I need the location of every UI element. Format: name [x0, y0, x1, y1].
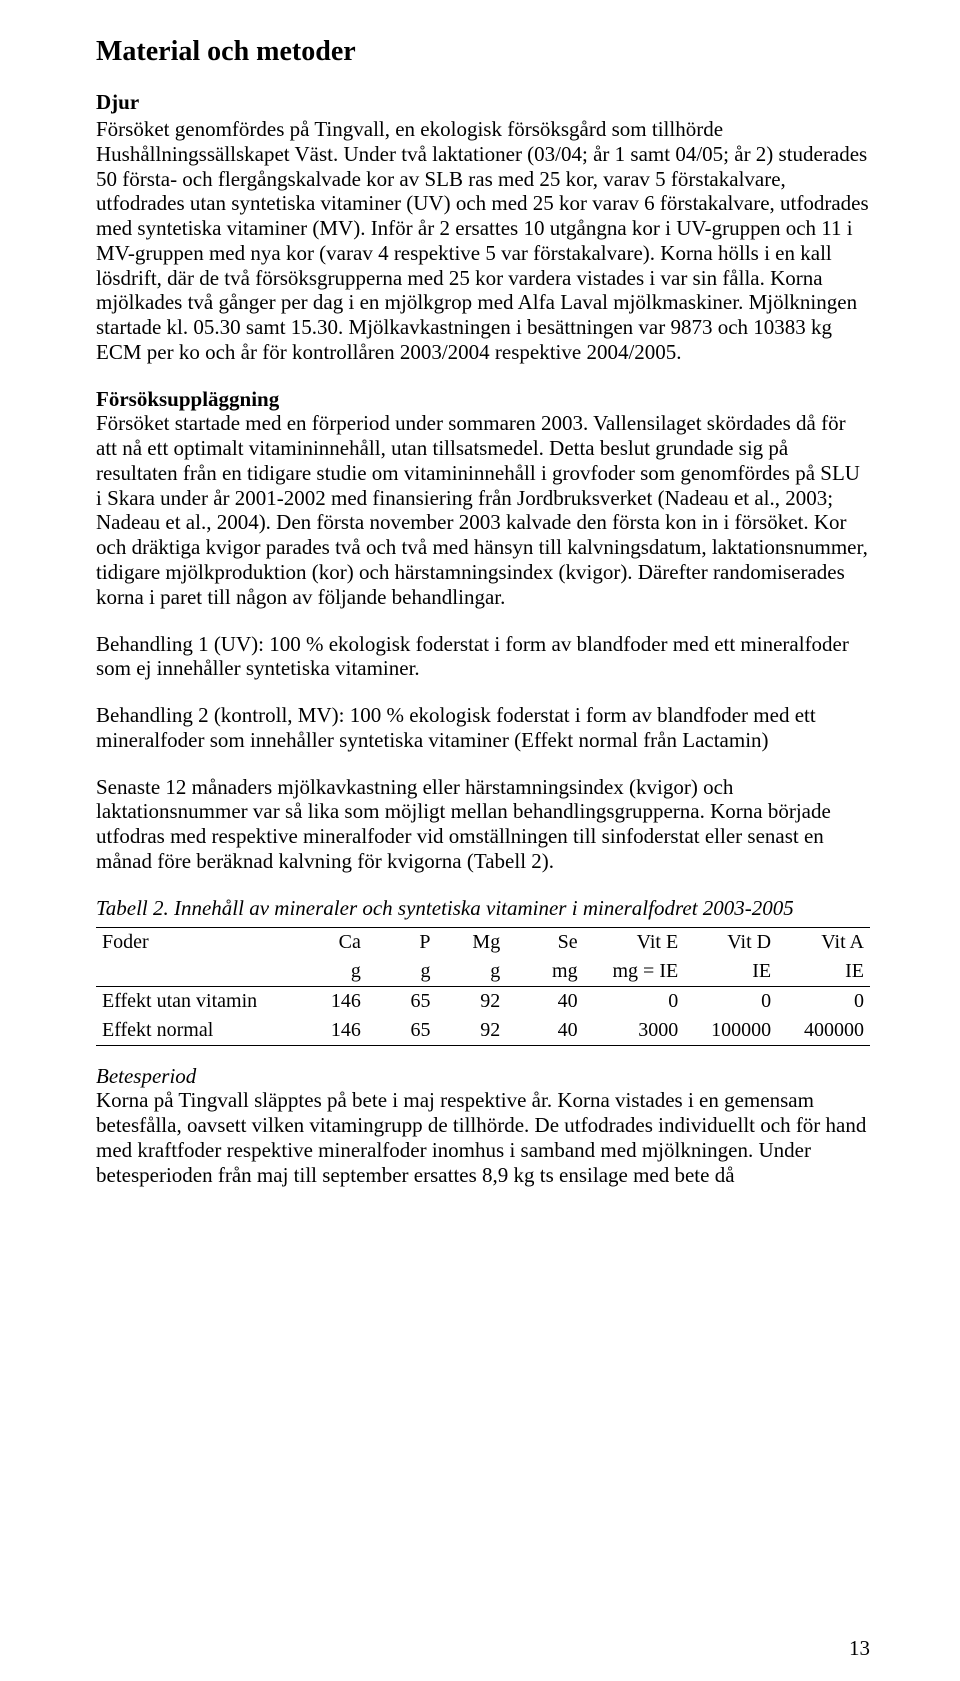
- table-unit-cell: IE: [684, 957, 777, 987]
- table-cell: 40: [506, 1016, 583, 1046]
- table-header-cell: Vit E: [584, 927, 685, 957]
- paragraph-behandling-2: Behandling 2 (kontroll, MV): 100 % ekolo…: [96, 703, 870, 753]
- table-cell: 0: [777, 986, 870, 1016]
- paragraph-djur: Försöket genomfördes på Tingvall, en eko…: [96, 117, 870, 365]
- table-header-cell: Ca: [297, 927, 367, 957]
- table-header-cell: Vit A: [777, 927, 870, 957]
- table-cell: 146: [297, 986, 367, 1016]
- table-header-cell: Mg: [437, 927, 507, 957]
- paragraph-betes-body: Korna på Tingvall släpptes på bete i maj…: [96, 1088, 866, 1186]
- paragraph-forsok-body: Försöket startade med en förperiod under…: [96, 411, 868, 608]
- table-cell: 146: [297, 1016, 367, 1046]
- table-cell: Effekt utan vitamin: [96, 986, 297, 1016]
- table-header-cell: Se: [506, 927, 583, 957]
- table-cell: 400000: [777, 1016, 870, 1046]
- paragraph-senaste: Senaste 12 månaders mjölkavkastning elle…: [96, 775, 870, 874]
- section-heading-forsok: Försöksuppläggning: [96, 387, 279, 411]
- mineral-table: Foder Ca P Mg Se Vit E Vit D Vit A g g g…: [96, 927, 870, 1046]
- table-header-row: Foder Ca P Mg Se Vit E Vit D Vit A: [96, 927, 870, 957]
- table-row: Effekt normal 146 65 92 40 3000 100000 4…: [96, 1016, 870, 1046]
- table-cell: 92: [437, 986, 507, 1016]
- table-cell: 3000: [584, 1016, 685, 1046]
- table-unit-cell: IE: [777, 957, 870, 987]
- table-caption: Tabell 2. Innehåll av mineraler och synt…: [96, 896, 870, 921]
- table-unit-cell: mg = IE: [584, 957, 685, 987]
- table-row: Effekt utan vitamin 146 65 92 40 0 0 0: [96, 986, 870, 1016]
- table-cell: 92: [437, 1016, 507, 1046]
- table-unit-cell: g: [297, 957, 367, 987]
- table-cell: 100000: [684, 1016, 777, 1046]
- table-cell: 65: [367, 1016, 437, 1046]
- table-cell: Effekt normal: [96, 1016, 297, 1046]
- table-units-row: g g g mg mg = IE IE IE: [96, 957, 870, 987]
- table-unit-cell: mg: [506, 957, 583, 987]
- paragraph-forsok-intro: Försöksuppläggning Försöket startade med…: [96, 387, 870, 610]
- table-cell: 0: [584, 986, 685, 1016]
- page-title: Material och metoder: [96, 36, 870, 68]
- table-unit-cell: g: [367, 957, 437, 987]
- table-cell: 65: [367, 986, 437, 1016]
- table-header-cell: P: [367, 927, 437, 957]
- table-header-cell: Vit D: [684, 927, 777, 957]
- paragraph-betes: Betesperiod Korna på Tingvall släpptes p…: [96, 1064, 870, 1188]
- section-heading-djur: Djur: [96, 90, 870, 115]
- table-header-cell: Foder: [96, 927, 297, 957]
- table-unit-cell: [96, 957, 297, 987]
- section-heading-betes: Betesperiod: [96, 1064, 196, 1088]
- table-cell: 0: [684, 986, 777, 1016]
- paragraph-behandling-1: Behandling 1 (UV): 100 % ekologisk foder…: [96, 632, 870, 682]
- table-unit-cell: g: [437, 957, 507, 987]
- table-cell: 40: [506, 986, 583, 1016]
- page-number: 13: [849, 1636, 870, 1661]
